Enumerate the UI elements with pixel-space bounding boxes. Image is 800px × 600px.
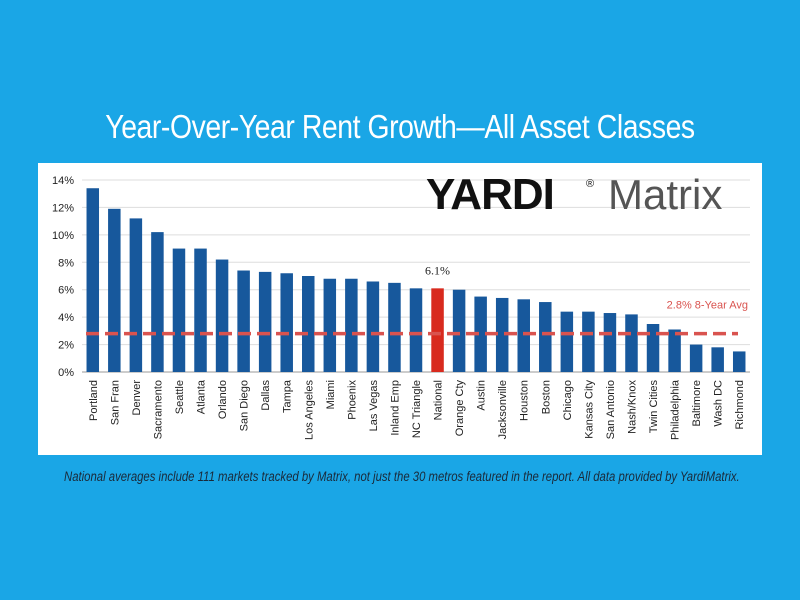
x-category-label: NC Triangle (411, 380, 423, 438)
x-category-label: Houston (519, 380, 531, 421)
y-tick-label: 12% (52, 202, 74, 214)
bar (280, 273, 293, 372)
bar (129, 218, 143, 372)
bar (258, 271, 272, 372)
bar (474, 296, 487, 372)
y-tick-label: 14% (52, 175, 74, 187)
bar (668, 329, 681, 372)
x-category-label: San Diego (239, 380, 251, 431)
x-category-label: Baltimore (691, 380, 703, 426)
x-category-label: Denver (131, 380, 143, 416)
x-category-label: Boston (540, 380, 552, 414)
bar (194, 248, 207, 372)
x-category-label: Inland Emp (389, 380, 401, 436)
bar (625, 314, 638, 372)
bar (172, 248, 186, 372)
bar (495, 297, 509, 372)
bar (345, 278, 358, 372)
bar (711, 347, 724, 372)
bar (366, 281, 380, 372)
x-category-label: Miami (325, 380, 337, 409)
x-category-label: Atlanta (196, 379, 208, 414)
bar (689, 344, 703, 372)
x-category-label: Wash DC (713, 380, 725, 427)
x-axis-labels: Portland San Fran Denver Sacramento Seattle A… (88, 379, 746, 440)
bar (582, 311, 595, 372)
x-category-label: Tampa (282, 379, 294, 413)
x-category-label: Richmond (734, 380, 746, 430)
logo-product: Matrix (608, 171, 722, 218)
x-category-label: Las Vegas (368, 380, 380, 432)
bar (108, 208, 121, 372)
bar (452, 289, 466, 372)
x-category-label: Philadelphia (670, 379, 682, 440)
x-category-label: Phoenix (346, 380, 358, 420)
x-category-label: Jacksonville (497, 380, 509, 439)
footnote: National averages include 111 markets tr… (64, 469, 740, 484)
x-category-label: Sacramento (152, 380, 164, 439)
bar (646, 324, 660, 372)
bar (151, 232, 164, 372)
bar (237, 270, 250, 372)
reference-line-label: 2.8% 8-Year Avg (667, 300, 748, 312)
x-category-label: Seattle (174, 380, 186, 414)
yardi-matrix-logo: YARDI ® Matrix (426, 170, 722, 219)
x-category-label: Dallas (260, 380, 272, 411)
y-axis-ticks: 0% 2% 4% 6% 8% 10% 12% 14% (52, 175, 74, 379)
x-category-label: Kansas City (583, 380, 595, 439)
y-tick-label: 6% (58, 285, 74, 297)
reference-line-group: 2.8% 8-Year Avg (86, 300, 748, 336)
y-tick-label: 2% (58, 340, 74, 352)
bar-highlight (431, 288, 444, 372)
chart-panel: 6.1% 2.8% 8-Year Avg 0% 2% 4% 6% 8% 10% 12% 14%… (38, 163, 762, 455)
logo-brand: YARDI (426, 170, 554, 219)
x-category-label: Austin (476, 380, 488, 411)
y-tick-label: 8% (58, 257, 74, 269)
x-category-label: Portland (88, 380, 100, 421)
bar (732, 351, 746, 372)
bar (560, 311, 574, 372)
x-category-label: San Antonio (605, 380, 617, 439)
bar (603, 313, 617, 372)
y-tick-label: 10% (52, 230, 74, 242)
x-category-label: Orange Cty (454, 380, 466, 437)
x-category-label: Orlando (217, 380, 229, 419)
x-category-label: Chicago (562, 380, 574, 420)
bar-chart: 6.1% 2.8% 8-Year Avg 0% 2% 4% 6% 8% 10% 12% 14%… (52, 170, 750, 440)
y-tick-label: 4% (58, 312, 74, 324)
highlight-value-label: 6.1% (425, 263, 450, 277)
bar (409, 288, 423, 372)
bar (517, 299, 530, 372)
x-category-label: Los Angeles (303, 380, 315, 440)
bar (302, 276, 315, 372)
bar (215, 259, 229, 372)
bar (388, 282, 401, 372)
bar (539, 302, 552, 372)
x-category-label: San Fran (109, 380, 121, 425)
bar (323, 278, 337, 372)
bar (86, 188, 100, 372)
x-category-label: Twin Cities (648, 380, 660, 434)
y-tick-label: 0% (58, 367, 74, 379)
x-category-label: Nash/Knox (626, 380, 638, 434)
logo-registered-mark: ® (586, 178, 594, 190)
x-category-label: National (433, 380, 445, 420)
page-title: Year-Over-Year Rent Growth—All Asset Cla… (105, 108, 695, 145)
